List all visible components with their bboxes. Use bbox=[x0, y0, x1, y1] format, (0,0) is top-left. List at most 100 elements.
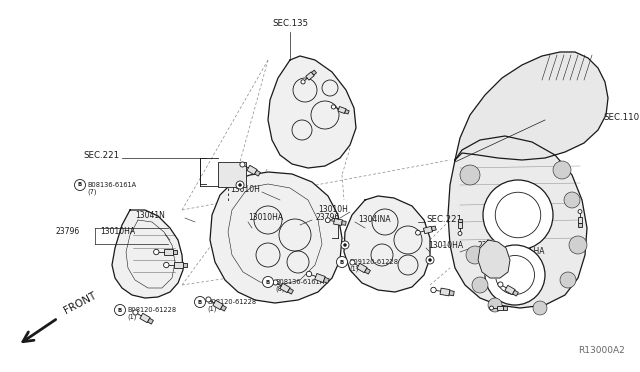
Circle shape bbox=[325, 218, 330, 222]
Circle shape bbox=[553, 161, 571, 179]
Bar bbox=[221, 305, 227, 311]
Bar bbox=[140, 313, 150, 323]
Text: 13041N: 13041N bbox=[135, 211, 165, 219]
Text: B08136-6161A: B08136-6161A bbox=[275, 279, 324, 285]
Circle shape bbox=[164, 262, 169, 268]
Circle shape bbox=[301, 80, 305, 84]
Circle shape bbox=[115, 305, 125, 315]
Bar bbox=[312, 70, 317, 75]
Text: B08120-61228: B08120-61228 bbox=[207, 299, 256, 305]
Bar bbox=[458, 222, 462, 228]
Circle shape bbox=[485, 245, 545, 305]
Bar bbox=[213, 300, 223, 310]
Bar bbox=[173, 262, 182, 268]
Text: (1): (1) bbox=[127, 314, 136, 320]
Circle shape bbox=[569, 236, 587, 254]
Text: B: B bbox=[198, 299, 202, 305]
Text: SEC.135: SEC.135 bbox=[272, 19, 308, 28]
Text: (1): (1) bbox=[349, 266, 358, 272]
Bar bbox=[333, 218, 342, 225]
Text: 13010HA: 13010HA bbox=[100, 228, 135, 237]
Text: SEC.221: SEC.221 bbox=[84, 151, 120, 160]
Circle shape bbox=[154, 249, 159, 255]
Bar bbox=[173, 250, 177, 254]
Bar bbox=[342, 221, 346, 225]
Circle shape bbox=[429, 259, 431, 262]
Text: SEC.110: SEC.110 bbox=[604, 113, 640, 122]
Text: 13010H: 13010H bbox=[318, 205, 348, 215]
Circle shape bbox=[332, 105, 335, 109]
Circle shape bbox=[341, 241, 349, 249]
Text: 23796: 23796 bbox=[315, 214, 339, 222]
Polygon shape bbox=[455, 52, 608, 160]
Text: B08136-6161A: B08136-6161A bbox=[87, 182, 136, 188]
Bar bbox=[497, 306, 503, 310]
Bar bbox=[280, 283, 290, 293]
Bar bbox=[458, 218, 461, 222]
Circle shape bbox=[460, 165, 480, 185]
Polygon shape bbox=[112, 210, 183, 298]
Circle shape bbox=[337, 257, 348, 267]
Bar bbox=[247, 165, 257, 175]
Bar bbox=[579, 223, 582, 227]
Circle shape bbox=[240, 162, 245, 167]
Text: (8): (8) bbox=[275, 286, 285, 292]
Circle shape bbox=[133, 310, 138, 315]
Circle shape bbox=[490, 306, 493, 310]
Bar bbox=[306, 72, 314, 80]
Text: B08120-61228: B08120-61228 bbox=[127, 307, 176, 313]
Bar bbox=[287, 288, 293, 294]
Circle shape bbox=[350, 260, 355, 265]
Bar bbox=[315, 273, 325, 282]
Circle shape bbox=[206, 297, 211, 302]
Bar bbox=[365, 268, 371, 274]
Circle shape bbox=[262, 276, 273, 288]
Text: 23796: 23796 bbox=[478, 241, 502, 250]
Polygon shape bbox=[478, 240, 510, 278]
Bar bbox=[578, 217, 582, 223]
Circle shape bbox=[458, 231, 462, 235]
Circle shape bbox=[564, 192, 580, 208]
Circle shape bbox=[578, 209, 582, 214]
Text: B: B bbox=[340, 260, 344, 264]
Bar bbox=[513, 290, 518, 296]
Bar bbox=[182, 263, 187, 267]
Bar bbox=[148, 318, 154, 324]
Text: 13010HA: 13010HA bbox=[428, 241, 463, 250]
Text: (7): (7) bbox=[87, 189, 97, 195]
Bar bbox=[323, 278, 329, 283]
Circle shape bbox=[488, 298, 502, 312]
Circle shape bbox=[344, 244, 346, 247]
Bar bbox=[218, 162, 246, 187]
Bar bbox=[345, 109, 349, 114]
Polygon shape bbox=[448, 136, 587, 308]
Circle shape bbox=[415, 230, 420, 235]
Bar bbox=[338, 106, 346, 113]
Circle shape bbox=[239, 183, 241, 186]
Circle shape bbox=[533, 301, 547, 315]
Text: SEC.221: SEC.221 bbox=[426, 215, 462, 224]
Bar bbox=[431, 226, 436, 231]
Text: (1): (1) bbox=[207, 306, 216, 312]
Text: 13010HA: 13010HA bbox=[248, 214, 283, 222]
Text: 13081M: 13081M bbox=[508, 224, 539, 232]
Text: 13010H: 13010H bbox=[230, 186, 260, 195]
Circle shape bbox=[195, 296, 205, 308]
Bar bbox=[503, 307, 506, 310]
Polygon shape bbox=[268, 56, 356, 168]
Text: B: B bbox=[118, 308, 122, 312]
Text: 1308LHA: 1308LHA bbox=[510, 247, 545, 257]
Polygon shape bbox=[344, 196, 430, 292]
Bar bbox=[163, 249, 173, 255]
Bar bbox=[255, 170, 260, 176]
Circle shape bbox=[74, 180, 86, 190]
Text: FRONT: FRONT bbox=[62, 291, 98, 316]
Text: 23796: 23796 bbox=[55, 228, 79, 237]
Circle shape bbox=[560, 272, 576, 288]
Circle shape bbox=[236, 181, 244, 189]
Circle shape bbox=[431, 287, 436, 293]
Bar bbox=[449, 291, 454, 296]
Circle shape bbox=[307, 271, 312, 277]
Text: B09120-61228: B09120-61228 bbox=[349, 259, 398, 265]
Circle shape bbox=[273, 280, 278, 285]
